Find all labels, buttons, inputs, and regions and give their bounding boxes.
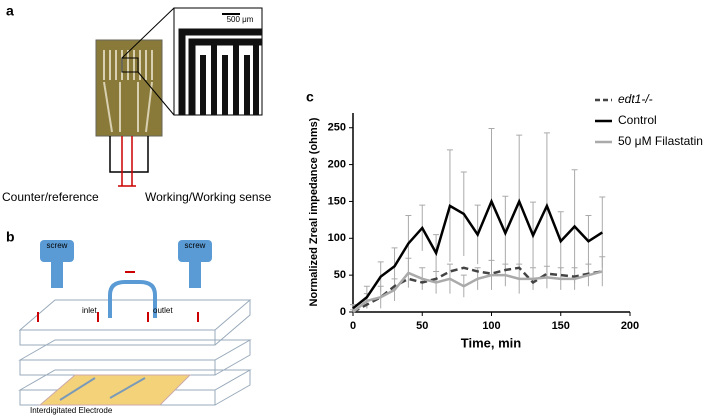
scale-label: 500 μm (227, 15, 254, 24)
panel-label: b (6, 229, 15, 245)
series-line (352, 266, 603, 314)
tube (108, 280, 157, 318)
x-tick-label: 150 (552, 320, 570, 332)
series-line (352, 270, 603, 313)
x-axis-label: Time, min (461, 335, 522, 350)
y-tick-label: 150 (328, 195, 346, 207)
x-tick-label: 200 (621, 320, 639, 332)
circuit-red (118, 136, 136, 187)
electrode-leads (59, 377, 146, 401)
label: screw (47, 241, 68, 250)
label: inlet (82, 306, 97, 315)
panel-label: c (306, 89, 314, 105)
legend-label: 50 μM Filastatin (618, 134, 703, 148)
caption: Interdigitated Electrode (30, 406, 113, 415)
zoom-line (121, 7, 175, 59)
y-tick-label: 50 (334, 269, 346, 281)
y-axis-label: Normalized Zreal impedance (ohms) (308, 117, 320, 306)
y-tick-label: 200 (328, 158, 346, 170)
screws (40, 240, 212, 288)
legend-label: Control (618, 113, 657, 127)
y-tick-label: 0 (340, 306, 346, 318)
label: Working/Working sense (145, 190, 272, 204)
circuit (109, 136, 149, 173)
arrows (37, 312, 199, 322)
series-line (352, 198, 603, 310)
label: outlet (153, 306, 173, 315)
panel-label: a (6, 3, 14, 19)
electrode-fingers (200, 42, 259, 115)
x-tick-label: 100 (482, 320, 500, 332)
x-tick-label: 0 (350, 320, 356, 332)
zoom-line (137, 71, 175, 116)
label: Counter/reference (2, 190, 99, 204)
x-tick-label: 50 (416, 320, 428, 332)
y-tick-label: 250 (328, 122, 346, 134)
electrode (38, 374, 192, 406)
y-tick-label: 100 (328, 232, 346, 244)
zoom-box (121, 57, 139, 73)
legend-label: edt1-/- (618, 92, 653, 106)
label: screw (185, 241, 206, 250)
